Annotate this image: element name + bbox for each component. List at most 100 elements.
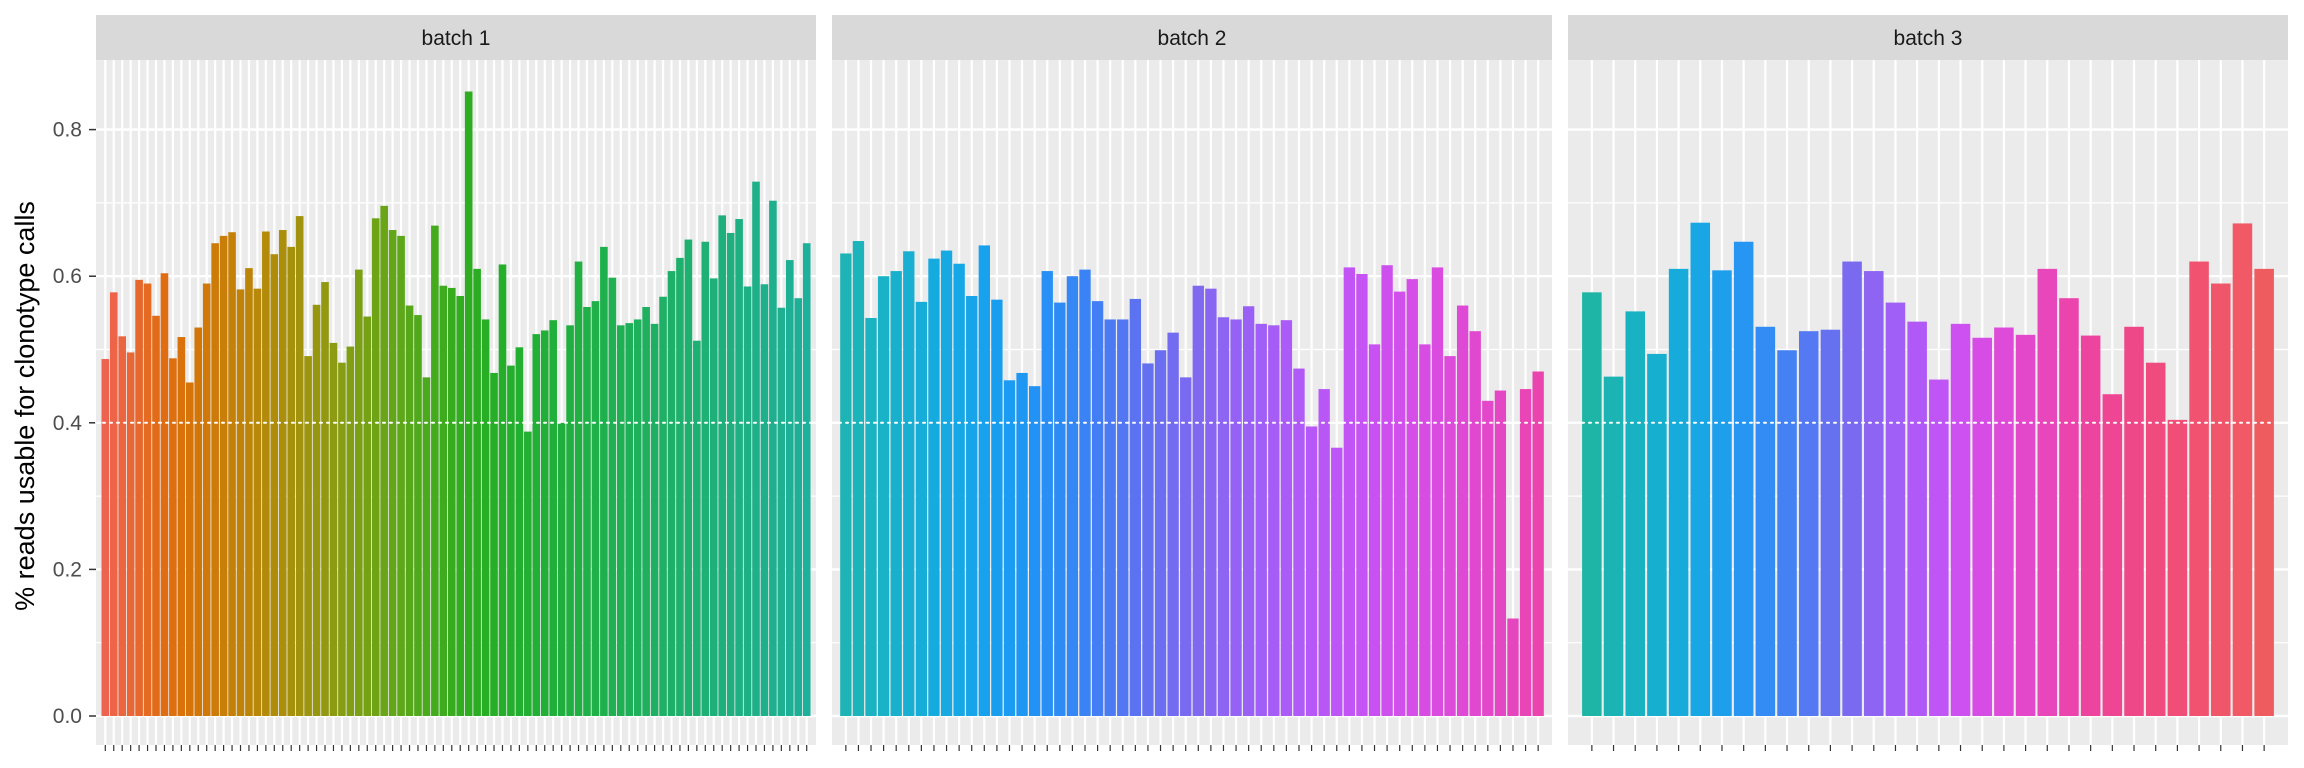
bar <box>1690 222 1711 717</box>
bar <box>608 277 617 716</box>
bar <box>278 230 287 716</box>
bar <box>642 306 650 716</box>
bar <box>312 304 321 716</box>
bar <box>616 325 625 716</box>
bar <box>1091 301 1104 716</box>
bar <box>915 301 928 716</box>
bar <box>1950 323 1971 716</box>
bar <box>1293 368 1305 716</box>
bar <box>1054 302 1066 716</box>
bar <box>1456 305 1469 716</box>
bar <box>439 285 448 716</box>
bar <box>1117 319 1129 716</box>
bar <box>1929 379 1949 716</box>
facet-strip <box>1568 15 2288 60</box>
bar <box>1318 389 1330 716</box>
bar <box>329 342 338 716</box>
bar <box>431 225 439 717</box>
bar <box>152 315 160 716</box>
bar <box>1603 376 1624 716</box>
bar <box>515 347 524 716</box>
bar <box>1356 274 1368 716</box>
facet-panel: batch 1 <box>95 15 817 751</box>
bar <box>1154 350 1167 716</box>
bar <box>1507 618 1519 716</box>
y-tick-label: 0.6 <box>53 265 82 288</box>
bar <box>743 286 752 716</box>
y-tick-label: 0.4 <box>53 412 83 435</box>
bar <box>498 264 507 716</box>
bar <box>2254 268 2274 716</box>
bar <box>557 422 566 716</box>
facet-strip <box>96 15 816 60</box>
bar <box>1230 319 1242 716</box>
bar <box>676 257 684 716</box>
bar <box>877 276 890 716</box>
bar <box>363 316 372 716</box>
facet-strip <box>832 15 1552 60</box>
bar <box>1625 311 1645 716</box>
bar <box>355 269 363 716</box>
bar <box>346 346 355 716</box>
bar <box>456 295 465 716</box>
bar <box>760 284 769 716</box>
bar <box>135 279 143 716</box>
bar <box>1079 269 1091 716</box>
bar <box>1907 321 1927 716</box>
facet-strip-label: batch 3 <box>1894 27 1963 50</box>
bar <box>701 241 710 716</box>
bar <box>1712 270 1732 716</box>
bar <box>591 301 600 716</box>
facet-panels: batch 1 batch 2 batch 3 <box>95 15 2289 751</box>
bar <box>473 268 481 716</box>
bar <box>2167 419 2188 716</box>
bar <box>903 251 915 716</box>
facet-panel: batch 3 <box>1567 15 2289 751</box>
y-tick-label: 0.8 <box>53 119 82 142</box>
bar <box>236 289 245 716</box>
bar <box>245 268 253 716</box>
bar <box>693 340 701 716</box>
bar <box>2015 334 2036 716</box>
bar <box>2145 362 2166 716</box>
bar <box>1668 268 1689 716</box>
bar <box>852 241 865 717</box>
y-tick-label: 0.0 <box>53 705 82 728</box>
bar <box>371 218 380 716</box>
bar <box>1028 386 1041 716</box>
bar <box>2232 223 2253 716</box>
bar <box>625 323 634 716</box>
bar <box>202 283 211 716</box>
bar <box>2124 326 2144 716</box>
bar <box>718 215 726 716</box>
bar <box>1129 298 1142 716</box>
bar <box>1519 389 1532 716</box>
bar <box>143 283 152 716</box>
bar <box>1268 325 1280 716</box>
bar <box>1444 356 1456 716</box>
bar <box>118 336 126 716</box>
bar <box>109 292 118 716</box>
bar <box>1842 261 1862 716</box>
bar <box>447 287 456 716</box>
bar <box>304 356 312 716</box>
facet-strip-label: batch 1 <box>422 27 491 50</box>
bar <box>1820 329 1841 716</box>
bar <box>1885 302 1906 716</box>
bar <box>507 365 515 716</box>
bar <box>890 271 902 716</box>
bar <box>388 230 397 716</box>
bar <box>549 320 557 716</box>
bar <box>1331 447 1343 716</box>
bar <box>1205 288 1217 716</box>
bar <box>1192 285 1204 716</box>
bar <box>769 200 777 717</box>
bar <box>211 243 219 716</box>
bar <box>270 254 279 716</box>
bar <box>709 278 718 716</box>
bar <box>295 216 304 716</box>
bar <box>160 273 169 716</box>
bar <box>1798 331 1819 716</box>
bar <box>1532 371 1544 716</box>
bar <box>794 298 803 716</box>
